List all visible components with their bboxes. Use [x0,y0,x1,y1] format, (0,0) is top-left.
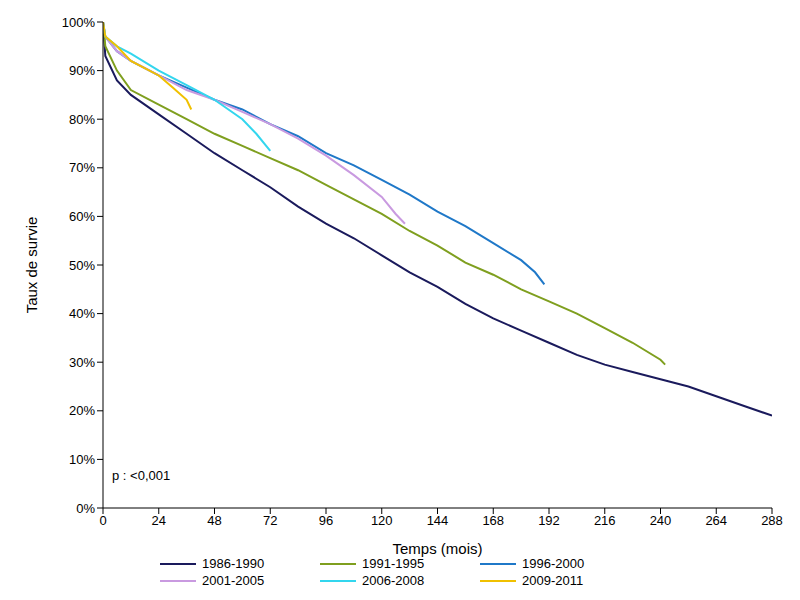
html-text:1986-1990: 1986-1990 [202,556,265,571]
svg-text:48: 48 [207,513,221,528]
svg-text:50%: 50% [69,258,95,273]
svg-text:100%: 100% [62,15,96,30]
html-text:2009-2011: 2009-2011 [522,573,584,588]
html-text:2001-2005: 2001-2005 [202,573,265,588]
svg-text:72: 72 [263,513,277,528]
svg-text:90%: 90% [69,63,95,78]
html-text:p : <0,001: p : <0,001 [112,468,171,483]
svg-text:Taux de survie: Taux de survie [23,217,40,314]
svg-text:120: 120 [371,513,393,528]
svg-text:0: 0 [99,513,106,528]
svg-text:264: 264 [705,513,727,528]
html-text:1996-2000: 1996-2000 [522,556,585,571]
svg-text:168: 168 [482,513,504,528]
svg-text:216: 216 [594,513,616,528]
svg-text:192: 192 [538,513,560,528]
svg-text:70%: 70% [69,160,95,175]
svg-text:60%: 60% [69,209,95,224]
html-text:1991-1995: 1991-1995 [362,556,425,571]
svg-text:Temps (mois): Temps (mois) [392,540,482,557]
svg-text:240: 240 [650,513,672,528]
svg-text:144: 144 [427,513,449,528]
svg-text:0%: 0% [76,501,95,516]
svg-text:96: 96 [319,513,333,528]
svg-text:30%: 30% [69,355,95,370]
svg-text:80%: 80% [69,112,95,127]
html-text:2006-2008: 2006-2008 [362,573,425,588]
svg-text:20%: 20% [69,403,95,418]
svg-text:10%: 10% [69,452,95,467]
svg-text:24: 24 [152,513,166,528]
svg-text:40%: 40% [69,306,95,321]
svg-text:288: 288 [761,513,783,528]
